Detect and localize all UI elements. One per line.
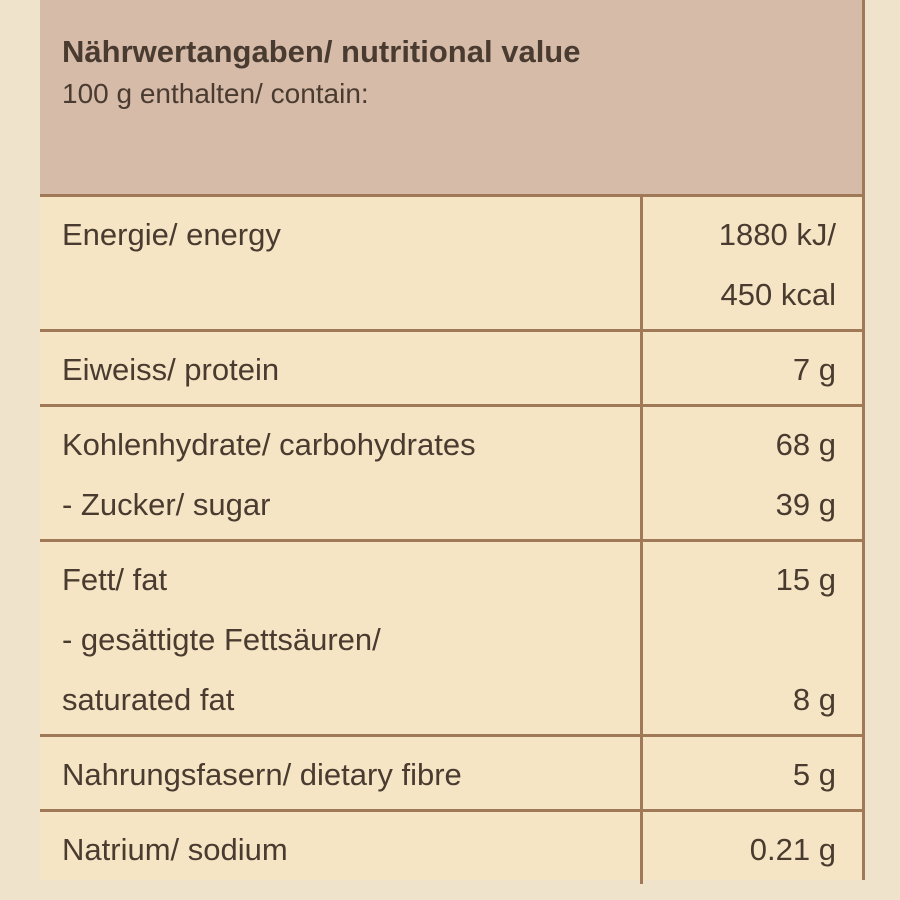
label: Fett/ fat (62, 562, 168, 597)
table-row: Fett/ fat - gesättigte Fettsäuren/saturat… (40, 542, 862, 737)
table-row: Kohlenhydrate/ carbohydrates - Zucker/ su… (40, 407, 862, 542)
label: saturated fat (62, 682, 235, 717)
value-cell: 5 g (643, 745, 862, 805)
value: 0.21 g (749, 832, 836, 867)
value: 15 g (775, 562, 836, 597)
value: 5 g (792, 757, 836, 792)
value-cell: 68 g 39 g (643, 415, 862, 535)
value-cell: 0.21 g (643, 820, 862, 880)
nutrition-table: Nährwertangaben/ nutritional value 100 g… (40, 0, 865, 884)
table-body: Energie/ energy 1880 kJ/450 kcal Eiweiss/ … (40, 197, 862, 884)
label-cell: Energie/ energy (40, 197, 643, 329)
label-cell: Fett/ fat - gesättigte Fettsäuren/saturat… (40, 542, 643, 734)
label: - gesättigte Fettsäuren/ (62, 622, 381, 657)
label-cell: Kohlenhydrate/ carbohydrates - Zucker/ su… (40, 407, 643, 539)
label-cell: Eiweiss/ protein (40, 332, 643, 404)
label: Eiweiss/ protein (62, 352, 280, 387)
value-cell: 1880 kJ/450 kcal (643, 205, 862, 325)
value (643, 610, 836, 670)
label: Energie/ energy (62, 217, 281, 252)
value-cell: 7 g (643, 340, 862, 400)
label: Nahrungsfasern/ dietary fibre (62, 757, 462, 792)
label-cell: Natrium/ sodium (40, 812, 643, 884)
value: 8 g (792, 682, 836, 717)
table-row: Eiweiss/ protein 7 g (40, 332, 862, 407)
value: 7 g (792, 352, 836, 387)
table-row: Nahrungsfasern/ dietary fibre 5 g (40, 737, 862, 812)
label: Natrium/ sodium (62, 832, 288, 867)
subtitle: 100 g enthalten/ contain: (62, 78, 369, 109)
label (62, 265, 640, 325)
label: - Zucker/ sugar (62, 487, 271, 522)
value: 68 g (775, 427, 836, 462)
header: Nährwertangaben/ nutritional value 100 g… (40, 0, 862, 197)
table-row: Energie/ energy 1880 kJ/450 kcal (40, 197, 862, 332)
table-row: Natrium/ sodium 0.21 g (40, 812, 862, 884)
value: 39 g (775, 487, 836, 522)
label: Kohlenhydrate/ carbohydrates (62, 427, 476, 462)
title: Nährwertangaben/ nutritional value (62, 34, 581, 69)
value-cell: 15 g 8 g (643, 550, 862, 730)
label-cell: Nahrungsfasern/ dietary fibre (40, 737, 643, 809)
value: 450 kcal (720, 277, 836, 312)
value: 1880 kJ/ (718, 217, 836, 252)
